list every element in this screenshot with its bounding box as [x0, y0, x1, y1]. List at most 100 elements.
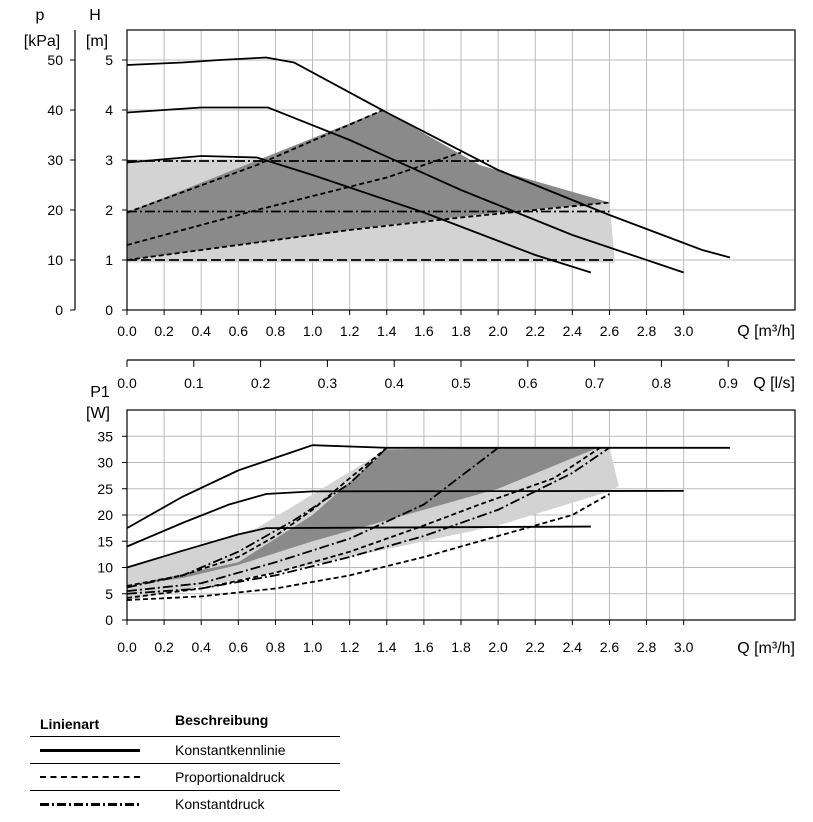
- solid-line-sample: [40, 748, 140, 752]
- curve-dashed: [126, 201, 610, 261]
- power-x-tick-label: 0.8: [266, 639, 286, 655]
- legend-label-dashed: Proportionaldruck: [175, 769, 285, 785]
- x-tick-label: 2.6: [600, 323, 620, 339]
- legend-label-dashdot: Konstantdruck: [175, 796, 265, 812]
- h-tick-label: 3: [105, 152, 113, 168]
- curve-solid: [126, 56, 731, 259]
- power-y-tick-label: 35: [97, 428, 113, 444]
- legend-row-dashdot: Konstantdruck: [30, 791, 340, 817]
- power-x-tick-label: 1.2: [340, 639, 360, 655]
- h-tick-label: 4: [105, 102, 113, 118]
- ls-tick-label: 0.9: [718, 375, 738, 391]
- h-axis-title: H: [89, 7, 101, 24]
- power-curve-solid: [126, 489, 684, 548]
- power-x-tick-label: 2.6: [600, 639, 620, 655]
- legend-sample-cell: [30, 776, 175, 778]
- power-x-tick-label: 1.8: [451, 639, 471, 655]
- ls-tick-label: 0.5: [451, 375, 471, 391]
- legend-sample-cell: [30, 802, 175, 806]
- legend-header: Linienart Beschreibung: [30, 712, 340, 737]
- power-x-tick-label: 1.6: [414, 639, 434, 655]
- ls-tick-label: 0.3: [318, 375, 338, 391]
- power-y-tick-label: 20: [97, 507, 113, 523]
- x-tick-label: 0.8: [266, 323, 286, 339]
- legend-sample-cell: [30, 748, 175, 752]
- x-tick-label: 1.6: [414, 323, 434, 339]
- x-tick-label: 2.2: [525, 323, 545, 339]
- x-tick-label: 1.2: [340, 323, 360, 339]
- p-tick-label: 0: [55, 302, 63, 318]
- legend-row-dashed: Proportionaldruck: [30, 764, 340, 791]
- ls-tick-label: 0.6: [518, 375, 538, 391]
- power-y-tick-label: 30: [97, 455, 113, 471]
- power-x-tick-label: 2.0: [488, 639, 508, 655]
- ls-tick-label: 0.7: [585, 375, 605, 391]
- p-axis-title: p: [36, 7, 45, 24]
- x-tick-label: 0.4: [191, 323, 211, 339]
- power-y-tick-label: 0: [105, 612, 113, 628]
- x-tick-label: 3.0: [674, 323, 694, 339]
- power-x-tick-label: 0.0: [117, 639, 137, 655]
- power-x-tick-label: 2.2: [525, 639, 545, 655]
- power-x-tick-label: 2.8: [637, 639, 657, 655]
- x-tick-label: 2.4: [563, 323, 583, 339]
- power-x-tick-label: 0.2: [154, 639, 174, 655]
- dashed-line-sample: [40, 776, 140, 778]
- legend-header-description: Beschreibung: [175, 712, 269, 728]
- power-x-tick-label: 1.4: [377, 639, 397, 655]
- h-tick-label: 1: [105, 252, 113, 268]
- p-tick-label: 40: [47, 102, 63, 118]
- ls-tick-label: 0.2: [251, 375, 271, 391]
- x-axis-label: Q [m³/h]: [737, 323, 795, 340]
- x-tick-label: 1.0: [303, 323, 323, 339]
- x-tick-label: 0.2: [154, 323, 174, 339]
- power-curve-dashdot: [126, 447, 610, 595]
- power-curve-dashed: [126, 447, 601, 599]
- p-tick-label: 30: [47, 152, 63, 168]
- curve-solid: [126, 106, 684, 274]
- power-y-tick-label: 5: [105, 586, 113, 602]
- curve-dashed: [126, 151, 462, 246]
- curve-solid: [126, 155, 592, 274]
- p-tick-label: 20: [47, 202, 63, 218]
- power-curve-dashed: [126, 493, 610, 601]
- power-x-tick-label: 2.4: [563, 639, 583, 655]
- h-tick-label: 5: [105, 52, 113, 68]
- p-tick-label: 10: [47, 252, 63, 268]
- p-tick-label: 50: [47, 52, 63, 68]
- line-type-legend-table: Linienart Beschreibung Konstantkennlinie…: [30, 712, 340, 817]
- legend-header-linetype: Linienart: [40, 716, 100, 732]
- x-tick-label: 2.0: [488, 323, 508, 339]
- power-y-tick-label: 10: [97, 560, 113, 576]
- power-x-tick-label: 0.4: [191, 639, 211, 655]
- power-x-tick-label: 0.6: [229, 639, 249, 655]
- power-x-tick-label: 1.0: [303, 639, 323, 655]
- power-y-tick-label: 25: [97, 481, 113, 497]
- h-axis-unit: [m]: [86, 33, 108, 50]
- h-tick-label: 2: [105, 202, 113, 218]
- x-tick-label: 1.4: [377, 323, 397, 339]
- power-axis-unit: [W]: [86, 405, 110, 422]
- power-area-dark: [127, 446, 601, 586]
- power-x-tick-label: 3.0: [674, 639, 694, 655]
- h-tick-label: 0: [105, 302, 113, 318]
- ls-tick-label: 0.0: [117, 375, 137, 391]
- legend-label-solid: Konstantkennlinie: [175, 742, 286, 758]
- power-x-axis-label: Q [m³/h]: [737, 640, 795, 657]
- ls-tick-label: 0.8: [652, 375, 672, 391]
- power-curve-dashdot: [126, 447, 388, 589]
- legend-row-solid: Konstantkennlinie: [30, 737, 340, 764]
- ls-tick-label: 0.4: [384, 375, 404, 391]
- x-tick-label: 0.6: [229, 323, 249, 339]
- power-y-tick-label: 15: [97, 533, 113, 549]
- pump-curves-figure: 0.0 0.2 0.4 0.6 0.8 1.0 1.2 1.4 1.6 1.8 2.0 2.2 2.4 2…: [24, 7, 796, 657]
- curve-dashed: [126, 109, 384, 214]
- x-tick-label: 2.8: [637, 323, 657, 339]
- power-curve-dashdot: [126, 447, 499, 593]
- operating-area-dark: [127, 110, 610, 260]
- p-axis-unit: [kPa]: [24, 33, 60, 50]
- x-tick-label: 0.0: [117, 323, 137, 339]
- ls-axis-label: Q [l/s]: [753, 375, 795, 392]
- power-axis-title: P1: [90, 384, 110, 401]
- ls-tick-label: 0.1: [184, 375, 204, 391]
